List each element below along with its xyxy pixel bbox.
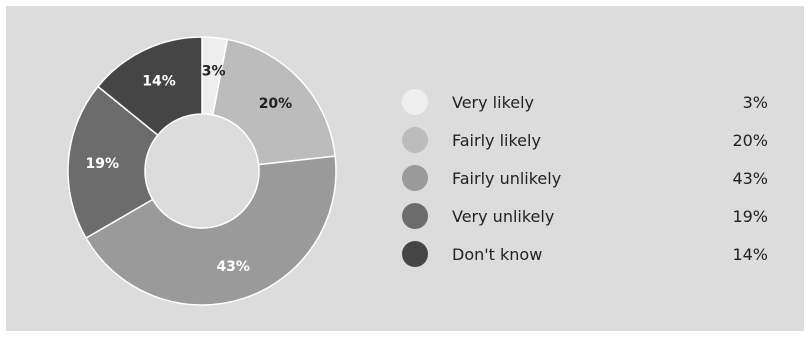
legend-item-fairly-unlikely: Fairly unlikely 43% xyxy=(402,159,772,197)
legend-label: Don't know xyxy=(452,244,543,264)
legend-value: 3% xyxy=(742,92,768,112)
legend-swatch xyxy=(402,127,428,153)
donut-slice-dont-know xyxy=(96,36,203,137)
legend-value: 43% xyxy=(732,168,768,188)
legend-value: 14% xyxy=(732,244,768,264)
legend-swatch xyxy=(402,203,428,229)
legend-swatch xyxy=(402,241,428,267)
legend-item-dont-know: Don't know 14% xyxy=(402,235,772,273)
legend-value: 19% xyxy=(732,206,768,226)
legend-label: Fairly likely xyxy=(452,130,541,150)
legend-swatch xyxy=(402,165,428,191)
chart-legend: Very likely 3% Fairly likely 20% Fairly … xyxy=(402,83,772,273)
donut-label-very-unlikely: 19% xyxy=(86,156,120,172)
legend-item-fairly-likely: Fairly likely 20% xyxy=(402,121,772,159)
donut-label-dont-know: 14% xyxy=(142,74,176,90)
donut-slice-fairly-unlikely xyxy=(84,155,337,306)
legend-label: Very unlikely xyxy=(452,206,555,226)
donut-slice-fairly-likely xyxy=(211,38,337,166)
donut-slice-very-unlikely xyxy=(67,85,159,240)
donut-label-fairly-likely: 20% xyxy=(259,96,293,112)
legend-label: Fairly unlikely xyxy=(452,168,562,188)
legend-label: Very likely xyxy=(452,92,535,112)
legend-value: 20% xyxy=(732,130,768,150)
legend-item-very-likely: Very likely 3% xyxy=(402,83,772,121)
legend-item-very-unlikely: Very unlikely 19% xyxy=(402,197,772,235)
donut-label-very-likely: 3% xyxy=(202,63,226,79)
legend-swatch xyxy=(402,89,428,115)
donut-label-fairly-unlikely: 43% xyxy=(216,259,250,275)
